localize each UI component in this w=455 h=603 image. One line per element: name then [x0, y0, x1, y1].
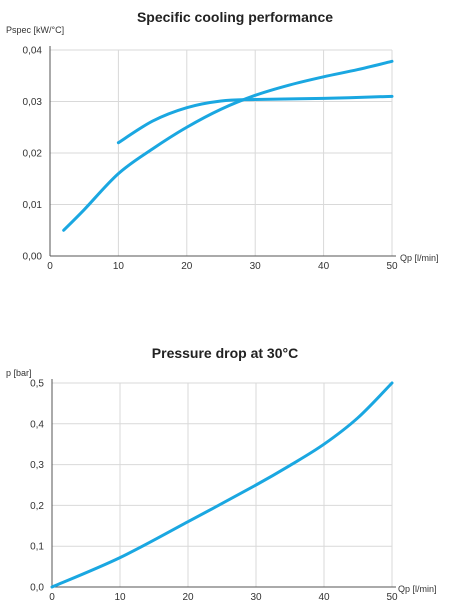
chart-2-y-tick-label: 0,3: [30, 460, 44, 471]
chart-2-y-tick-label: 0,2: [30, 501, 44, 512]
chart-2-x-tick-label: 40: [318, 592, 330, 603]
chart-2-y-tick-label: 0,1: [30, 542, 44, 553]
chart-1-x-tick-label: 50: [386, 261, 398, 272]
chart-1-x-tick-label: 40: [318, 261, 330, 272]
chart-2-x-tick-label: 20: [182, 592, 194, 603]
chart-1-y-tick-label: 0,00: [23, 252, 43, 263]
chart-1-x-ticks: 0 10 20 30 40 50: [47, 261, 398, 272]
chart-specific-cooling: Specific cooling performance Pspec [kW/°…: [6, 9, 439, 272]
chart-2-x-tick-label: 10: [114, 592, 126, 603]
chart-1-series-group: [62, 59, 394, 232]
chart-2-x-tick-label: 50: [386, 592, 398, 603]
chart-2-y-axis-label: p [bar]: [6, 368, 32, 378]
chart-1-y-ticks: 0,00 0,01 0,02 0,03 0,04: [23, 46, 43, 263]
chart-1-grid: [50, 49, 393, 256]
chart-2-series-group: [50, 381, 394, 589]
chart-1-y-tick-label: 0,01: [23, 200, 43, 211]
chart-1-x-axis-label: Qp [l/min]: [400, 253, 439, 263]
chart-2-title: Pressure drop at 30°C: [152, 345, 298, 361]
chart-1-axes: [49, 46, 396, 257]
chart-2-x-axis-label: Qp [l/min]: [398, 584, 437, 594]
chart-1-y-tick-label: 0,02: [23, 149, 43, 160]
chart-1-series-line-2: [116, 94, 394, 145]
chart-1-x-tick-label: 10: [113, 261, 125, 272]
chart-pressure-drop: Pressure drop at 30°C p [bar] 0,00,10,20…: [6, 345, 437, 603]
chart-2-x-tick-label: 0: [49, 592, 55, 603]
chart-1-x-tick-label: 30: [250, 261, 262, 272]
chart-1-y-axis-label: Pspec [kW/°C]: [6, 25, 64, 35]
chart-2-grid: [52, 382, 393, 587]
chart-1-y-tick-label: 0,03: [23, 97, 43, 108]
chart-1-title: Specific cooling performance: [137, 9, 333, 25]
chart-1-y-tick-label: 0,04: [23, 46, 43, 57]
chart-1-series-line-1: [62, 59, 394, 232]
chart-2-y-tick-label: 0,4: [30, 419, 44, 430]
chart-2-series-line-1: [50, 381, 394, 589]
chart-2-y-tick-label: 0,5: [30, 379, 44, 390]
chart-2-y-tick-label: 0,0: [30, 583, 44, 594]
chart-2-axes: [51, 379, 396, 588]
chart-1-x-tick-label: 20: [181, 261, 193, 272]
chart-2-x-tick-label: 30: [250, 592, 262, 603]
chart-1-x-tick-label: 0: [47, 261, 53, 272]
chart-2-x-ticks: 0 10 20 30 40 50: [49, 592, 398, 603]
chart-2-y-ticks: 0,0 0,1 0,2 0,3 0,4 0,5: [30, 379, 44, 594]
